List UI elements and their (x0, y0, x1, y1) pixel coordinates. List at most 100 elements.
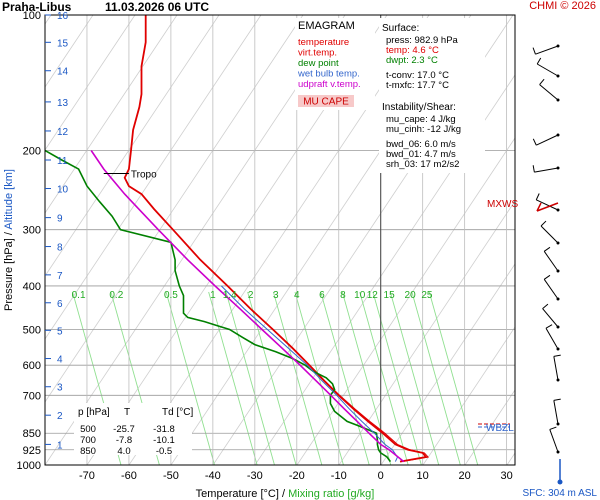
temperature-tick-label: -20 (289, 470, 305, 482)
mixing-ratio-line (428, 291, 479, 465)
level-table-header: Td [°C] (162, 407, 193, 418)
wind-barb-staff (543, 279, 559, 300)
series-virt-temp- (124, 15, 430, 463)
temperature-tick-label: -60 (121, 470, 137, 482)
wind-barb-feather (553, 398, 561, 401)
altitude-tick-label: 9 (57, 214, 63, 225)
mixing-ratio-label: 8 (340, 290, 346, 301)
level-table-cell: 700 (80, 435, 96, 446)
background-guide-line (380, 263, 515, 465)
mixing-ratio-label: 15 (384, 290, 396, 301)
altitude-tick-label: 8 (57, 243, 63, 254)
wind-barb-point (556, 44, 560, 48)
plot-frame (44, 14, 516, 466)
temperature-tick-label: 10 (417, 470, 429, 482)
mixing-ratio-line (208, 291, 258, 465)
temperature-tick-label: 0 (378, 470, 384, 482)
legend-item: virt.temp. (298, 48, 337, 59)
mixing-ratio-label: 10 (354, 290, 366, 301)
surface-value: press: 982.9 hPa (386, 35, 459, 46)
temperature-tick-label: 20 (459, 470, 471, 482)
surface-title: Surface: (382, 23, 419, 34)
surface-elevation-label: SFC: 304 m ASL (523, 488, 598, 499)
y-axis-label-separator: / (3, 230, 15, 236)
series-dew-point (45, 149, 392, 463)
pressure-tick-label: 1000 (17, 460, 41, 472)
level-table-cell: 850 (80, 446, 96, 457)
surface-indicator-point (557, 479, 563, 485)
level-table-cell: 4.0 (117, 446, 130, 457)
wind-barb-feather (532, 47, 536, 55)
wind-barb-feather (545, 324, 553, 329)
max-wind-barb-feather (536, 202, 542, 212)
wind-barb-staff (543, 251, 559, 272)
level-table-header: T (124, 407, 130, 418)
background-guide-line (591, 15, 600, 465)
altitude-tick-label: 14 (57, 67, 69, 78)
pressure-tick-label: 925 (23, 445, 41, 457)
mixing-ratio-line (411, 291, 461, 465)
shear-value: bwd_01: 4.7 m/s (386, 149, 456, 160)
temperature-tick-label: -10 (331, 470, 347, 482)
mixing-ratio-line (320, 291, 370, 465)
mixing-ratio-line (225, 291, 275, 465)
legend-item: temperature (298, 37, 349, 48)
copyright-link[interactable]: CHMI © 2026 (529, 0, 596, 12)
sounding-datetime: 11.03.2026 06 UTC (105, 0, 210, 14)
wind-barb-feather (535, 193, 540, 201)
instability-value: mu_cape: 4 J/kg (386, 114, 456, 125)
wind-barb-point (556, 74, 560, 78)
wind-barb-staff (553, 356, 559, 381)
mixing-ratio-label: 6 (319, 290, 325, 301)
mixing-ratio-line (272, 291, 323, 465)
mixing-ratio-line (165, 291, 215, 465)
wind-barb-point (556, 325, 560, 329)
mixing-ratio-line (341, 291, 392, 465)
mu-cape-badge (298, 95, 354, 107)
wind-barb-staff (542, 308, 559, 328)
mixing-ratio-label: 0.2 (109, 290, 123, 301)
background-guide-line (45, 15, 136, 151)
wind-barb-feather (542, 303, 549, 309)
mixing-ratio-line (389, 291, 440, 465)
temperature-tick-label: -30 (247, 470, 263, 482)
altitude-tick-label: 12 (57, 127, 69, 138)
wind-barb-feather (553, 354, 561, 357)
wind-barb-staff (553, 400, 559, 425)
level-table-cell: -0.5 (156, 446, 172, 457)
altitude-tick-label: 7 (57, 271, 63, 282)
temperature-tick-label: -40 (205, 470, 221, 482)
legend-item: udpraft v.temp. (298, 79, 361, 90)
altitude-tick-label: 10 (57, 185, 69, 196)
altitude-tick-label: 2 (57, 411, 63, 422)
wind-barb-feather (543, 274, 551, 280)
level-table-cell: -31.8 (153, 424, 175, 435)
max-wind-barb (536, 202, 559, 212)
wind-barb-point (556, 166, 560, 170)
mixing-ratio-label: 12 (367, 290, 379, 301)
wind-barb-point (556, 269, 560, 273)
altitude-tick-label: 16 (57, 11, 69, 22)
background-guide-line (45, 15, 262, 340)
background-guide-line (422, 326, 515, 465)
x-axis-label-temperature: Temperature [°C] (196, 488, 282, 500)
altitude-tick-label: 13 (57, 98, 69, 109)
wind-barb-point (556, 450, 560, 454)
convective-temp: t-mxfc: 17.7 °C (386, 80, 449, 91)
y-axis-title: Pressure [hPa] / Altitude [km] (3, 169, 15, 311)
wind-barb-staff (536, 134, 559, 146)
mixing-ratio-label: 20 (405, 290, 417, 301)
altitude-tick-label: 1 (57, 440, 63, 451)
shear-value: bwd_06: 6.0 m/s (386, 139, 456, 150)
altitude-tick-label: 6 (57, 299, 63, 310)
grid-layer (45, 15, 600, 465)
wind-barb-point (556, 422, 560, 426)
background-guide-line (45, 15, 178, 214)
wind-barb-feather (536, 57, 542, 65)
mixing-ratio-label: 2 (248, 290, 254, 301)
convective-temp: t-conv: 17.0 °C (386, 70, 449, 81)
wind-barb-staff (545, 327, 559, 350)
wind-barb-point (556, 133, 560, 137)
wind-barb-point (556, 297, 560, 301)
